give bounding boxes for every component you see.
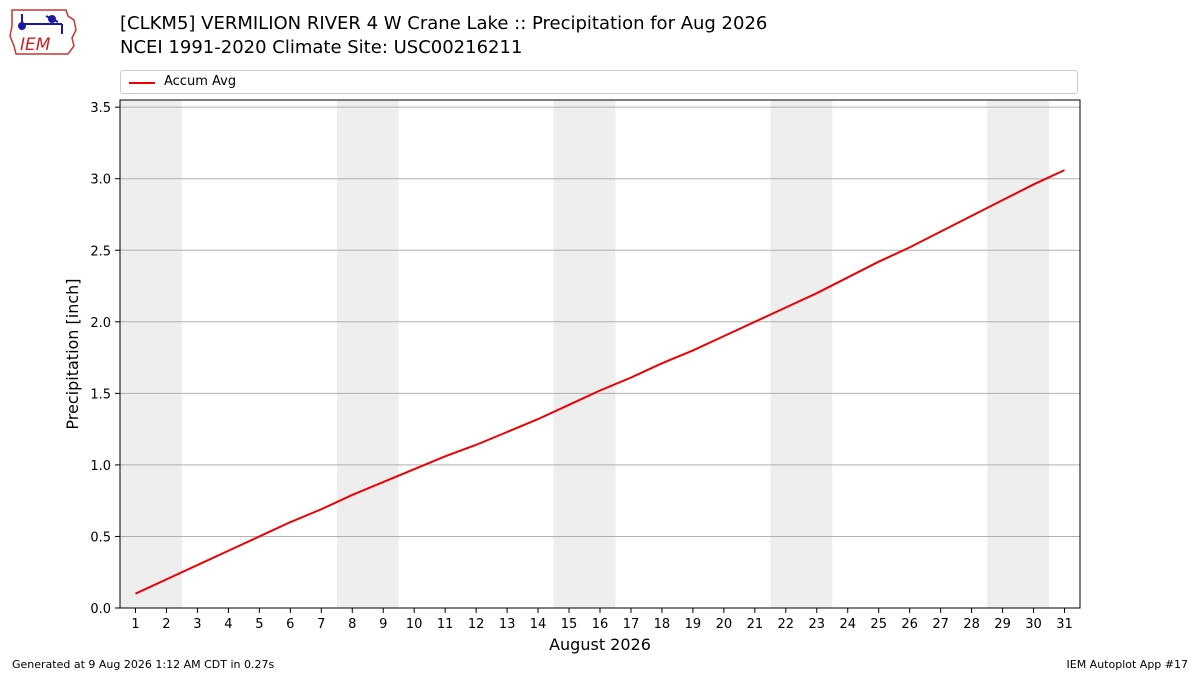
- series-layer: [135, 169, 1065, 595]
- x-tick-label-10: 10: [406, 617, 423, 632]
- x-tick-label-6: 6: [286, 617, 294, 632]
- weekend-band-1: [336, 100, 399, 608]
- y-tick-label-2.5: 2.5: [90, 244, 111, 259]
- x-tick-label-1: 1: [131, 617, 139, 632]
- logo-text: IEM: [20, 35, 51, 55]
- x-tick-label-14: 14: [530, 617, 547, 632]
- x-tick-label-12: 12: [468, 617, 485, 632]
- x-tick-label-9: 9: [379, 617, 387, 632]
- y-tick-label-3.0: 3.0: [90, 173, 111, 188]
- x-tick-label-8: 8: [348, 617, 356, 632]
- x-axis-label: August 2026: [549, 635, 651, 654]
- y-tick-label-0.0: 0.0: [90, 602, 111, 617]
- weekend-band-2: [553, 100, 616, 608]
- weekend-band-3: [770, 100, 833, 608]
- x-tick-label-16: 16: [592, 617, 609, 632]
- x-tick-label-5: 5: [255, 617, 263, 632]
- x-tick-label-27: 27: [932, 617, 949, 632]
- x-tick-label-18: 18: [654, 617, 671, 632]
- x-tick-label-4: 4: [224, 617, 232, 632]
- chart-title: [CLKM5] VERMILION RIVER 4 W Crane Lake :…: [120, 13, 768, 34]
- legend-swatch-accum-avg: [129, 82, 155, 84]
- weekend-band-4: [987, 100, 1050, 608]
- x-tick-label-29: 29: [994, 617, 1011, 632]
- weather-station-icon: [18, 14, 63, 34]
- x-tick-label-22: 22: [778, 617, 795, 632]
- y-tick-label-0.5: 0.5: [90, 530, 111, 545]
- x-tick-label-20: 20: [716, 617, 733, 632]
- x-tick-label-19: 19: [685, 617, 702, 632]
- y-tick-label-1.5: 1.5: [90, 387, 111, 402]
- iem-logo: IEM: [9, 9, 77, 55]
- x-tick-label-11: 11: [437, 617, 454, 632]
- x-tick-label-28: 28: [963, 617, 980, 632]
- y-tick-label-1.0: 1.0: [90, 459, 111, 474]
- x-tick-label-26: 26: [901, 617, 918, 632]
- iowa-outline-icon: [9, 9, 77, 55]
- generated-timestamp: Generated at 9 Aug 2026 1:12 AM CDT in 0…: [12, 658, 275, 671]
- legend: Accum Avg: [120, 70, 1078, 94]
- legend-label-accum-avg: Accum Avg: [164, 74, 237, 89]
- y-axis-label: Precipitation [inch]: [63, 278, 82, 429]
- x-tick-label-30: 30: [1025, 617, 1042, 632]
- y-axis: 0.0 0.5 1.0 1.5 2.0 2.5 3.0 3.5: [90, 101, 120, 617]
- x-tick-label-17: 17: [623, 617, 640, 632]
- x-tick-label-3: 3: [193, 617, 201, 632]
- y-tick-label-2.0: 2.0: [90, 316, 111, 331]
- x-tick-label-25: 25: [870, 617, 887, 632]
- chart-subtitle: NCEI 1991-2020 Climate Site: USC00216211: [120, 37, 523, 58]
- x-tick-label-23: 23: [809, 617, 826, 632]
- x-tick-label-7: 7: [317, 617, 325, 632]
- x-tick-label-31: 31: [1056, 617, 1073, 632]
- series-line-accum-avg: [135, 169, 1065, 595]
- x-tick-label-13: 13: [499, 617, 516, 632]
- weekend-band-0: [120, 100, 182, 608]
- weekend-bands: [120, 100, 1050, 608]
- app-id: IEM Autoplot App #17: [1066, 658, 1189, 671]
- x-tick-label-21: 21: [747, 617, 764, 632]
- y-tick-label-3.5: 3.5: [90, 101, 111, 116]
- x-tick-label-24: 24: [839, 617, 856, 632]
- x-tick-label-15: 15: [561, 617, 578, 632]
- x-tick-label-2: 2: [162, 617, 170, 632]
- x-axis: 1 2 3 4 5 6 7 8 9 10 11 12 13 14 15 16 17 18 19 20 21 22 23 24 2…: [131, 608, 1073, 632]
